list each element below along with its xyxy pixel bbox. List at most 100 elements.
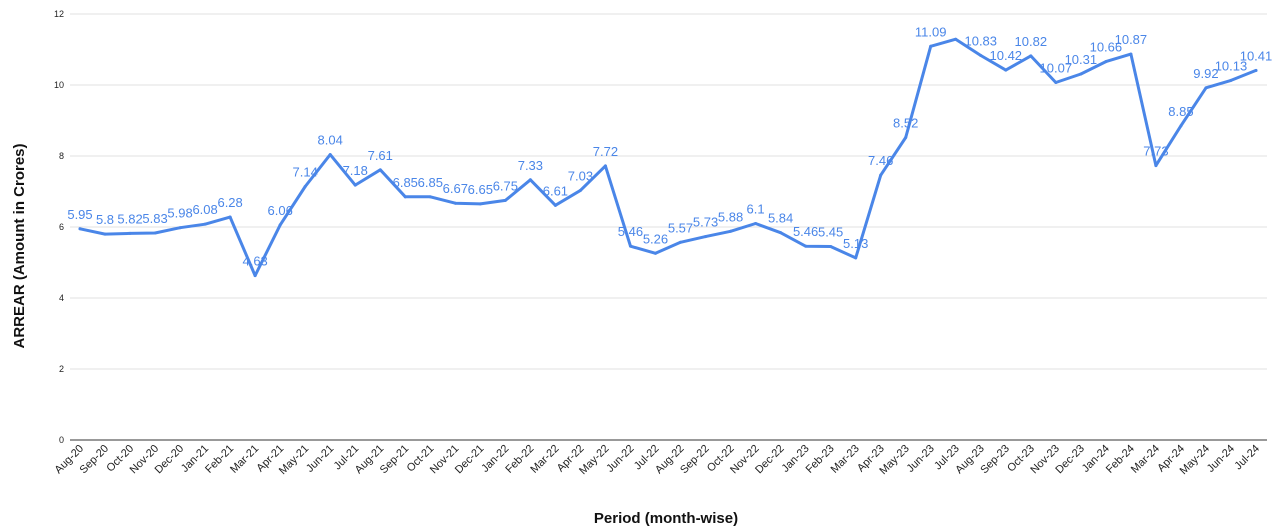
- data-label: 7.73: [1143, 144, 1168, 159]
- data-label: 6.06: [268, 203, 293, 218]
- data-label: 7.18: [343, 163, 368, 178]
- data-point: [553, 203, 557, 207]
- data-point: [1254, 68, 1258, 72]
- data-point: [804, 244, 808, 248]
- x-tick-label: Jun-22: [604, 443, 636, 475]
- data-label: 10.42: [990, 48, 1023, 63]
- data-label: 7.14: [293, 165, 318, 180]
- data-point: [1104, 60, 1108, 64]
- data-label: 5.57: [668, 220, 693, 235]
- data-point: [1054, 81, 1058, 85]
- data-point: [528, 178, 532, 182]
- data-point: [854, 256, 858, 260]
- data-point: [979, 54, 983, 58]
- data-label: 5.46: [793, 224, 818, 239]
- x-tick-label: Mar-23: [829, 443, 862, 476]
- data-label: 5.82: [117, 211, 142, 226]
- data-point: [203, 222, 207, 226]
- x-tick-label: Mar-22: [528, 443, 561, 476]
- data-point: [1029, 54, 1033, 58]
- data-label: 5.84: [768, 211, 793, 226]
- data-label: 5.98: [167, 206, 192, 221]
- data-point: [253, 274, 257, 278]
- data-label: 6.85: [418, 175, 443, 190]
- data-label: 7.61: [368, 148, 393, 163]
- data-point: [303, 185, 307, 189]
- series-line: [78, 37, 1258, 278]
- data-point: [1154, 164, 1158, 168]
- data-point: [628, 244, 632, 248]
- data-point: [103, 232, 107, 236]
- data-point: [453, 201, 457, 205]
- data-label: 7.72: [593, 144, 618, 159]
- data-label: 4.63: [242, 254, 267, 269]
- x-tick-label: Jun-23: [905, 443, 937, 475]
- data-point: [1079, 72, 1083, 76]
- y-tick-label: 4: [59, 293, 64, 303]
- data-point: [704, 235, 708, 239]
- data-labels: 5.95 5.8 5.82 5.83 5.98 6.08 6.28 4.63 6.06 7.14 8…: [67, 24, 1272, 268]
- x-axis-ticks: Aug-20Sep-20Oct-20Nov-20Dec-20Jan-21Feb-…: [53, 443, 1263, 477]
- data-label: 10.83: [964, 34, 997, 49]
- data-label: 7.46: [868, 153, 893, 168]
- x-tick-label: Jun-24: [1205, 443, 1237, 475]
- data-point: [829, 245, 833, 249]
- data-point: [754, 221, 758, 225]
- data-label: 5.45: [818, 225, 843, 240]
- data-point: [904, 136, 908, 140]
- data-point: [729, 229, 733, 233]
- y-tick-label: 6: [59, 222, 64, 232]
- data-label: 5.46: [618, 224, 643, 239]
- data-point: [353, 183, 357, 187]
- data-label: 10.41: [1240, 48, 1273, 63]
- data-label: 10.66: [1090, 40, 1123, 55]
- data-label: 5.83: [142, 211, 167, 226]
- data-label: 5.8: [96, 212, 114, 227]
- data-label: 10.07: [1040, 61, 1073, 76]
- data-label: 6.61: [543, 183, 568, 198]
- data-point: [929, 44, 933, 48]
- data-label: 8.04: [318, 133, 343, 148]
- data-label: 8.85: [1168, 104, 1193, 119]
- data-point: [679, 240, 683, 244]
- data-point: [1229, 78, 1233, 82]
- data-point: [653, 251, 657, 255]
- data-label: 5.95: [67, 207, 92, 222]
- data-point: [954, 37, 958, 41]
- data-point: [879, 173, 883, 177]
- data-point: [1204, 86, 1208, 90]
- data-point: [578, 188, 582, 192]
- data-point: [428, 195, 432, 199]
- x-tick-label: Mar-24: [1129, 443, 1162, 476]
- y-tick-label: 8: [59, 151, 64, 161]
- data-point: [153, 231, 157, 235]
- data-point: [178, 226, 182, 230]
- x-tick-label: Jul-24: [1232, 443, 1262, 473]
- data-point: [1179, 124, 1183, 128]
- data-label: 5.88: [718, 209, 743, 224]
- data-label: 10.82: [1015, 34, 1048, 49]
- data-label: 10.87: [1115, 32, 1148, 47]
- data-point: [403, 195, 407, 199]
- data-point: [503, 198, 507, 202]
- data-point: [779, 231, 783, 235]
- data-label: 6.75: [493, 178, 518, 193]
- y-axis-ticks: 0 2 4 6 8 10 12: [54, 9, 64, 445]
- data-point: [378, 168, 382, 172]
- data-label: 9.92: [1193, 66, 1218, 81]
- data-point: [1004, 68, 1008, 72]
- series-line-layer: [78, 37, 1258, 278]
- y-axis-title: ARREAR (Amount in Crores): [11, 143, 28, 348]
- grid-lines: [70, 13, 1267, 441]
- data-point: [478, 202, 482, 206]
- y-tick-label: 12: [54, 9, 64, 19]
- data-point: [328, 153, 332, 157]
- data-point: [128, 231, 132, 235]
- y-tick-label: 10: [54, 80, 64, 90]
- y-tick-label: 2: [59, 364, 64, 374]
- data-point: [78, 227, 82, 231]
- data-point: [1129, 52, 1133, 56]
- data-label: 10.31: [1065, 52, 1098, 67]
